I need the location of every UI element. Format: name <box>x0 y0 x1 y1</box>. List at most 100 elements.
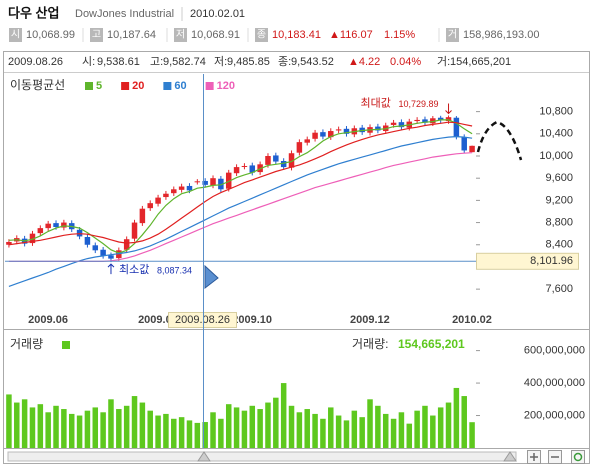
candle-body <box>131 222 138 239</box>
y-tick-label: 10,400 <box>539 128 573 140</box>
subtitle: DowJones Industrial <box>75 8 174 20</box>
volume-bar <box>21 399 28 448</box>
volume-bar <box>280 383 287 448</box>
volume-bar <box>265 402 271 448</box>
candle-body <box>147 203 153 209</box>
candle-body <box>218 178 224 190</box>
ma-line <box>8 121 473 246</box>
candle-body <box>53 223 59 228</box>
volume-bar <box>328 407 334 448</box>
info-label: 거: <box>437 55 450 68</box>
min-label: 최소값 <box>119 263 149 276</box>
volume-bar <box>92 407 99 448</box>
info-value: 154,665,201 <box>450 56 511 68</box>
volume-bar <box>131 396 138 448</box>
candle-body <box>453 117 460 137</box>
candle-body <box>6 241 12 245</box>
volume-bar <box>430 415 436 448</box>
candle-body <box>123 239 130 250</box>
volume-bar <box>225 404 232 448</box>
volume-bar <box>37 404 44 448</box>
candle-body <box>84 236 91 245</box>
volume-bar <box>241 410 248 448</box>
volume-bar <box>390 418 397 448</box>
candle-body <box>335 129 342 131</box>
y-tick-label: 400,000,000 <box>524 377 585 389</box>
volume-bar <box>437 407 444 448</box>
refresh-button[interactable] <box>571 450 585 464</box>
chart-frame <box>3 51 590 464</box>
info-label: 종: <box>278 56 291 68</box>
volume-bar <box>61 409 67 448</box>
candle-body <box>390 122 397 125</box>
quote-icon <box>90 28 103 42</box>
volume-bar <box>312 413 318 448</box>
x-tick-label: 2010.02 <box>452 314 492 326</box>
candle-body <box>398 122 405 128</box>
x-tick-label: 2009.08 <box>138 314 178 326</box>
y-tick-label: 7,600 <box>545 283 573 295</box>
x-tick-label: 2009.06 <box>28 314 68 326</box>
info-change: ▲4.22 <box>348 56 380 68</box>
title: 다우 산업 <box>8 5 59 20</box>
volume-bar <box>304 409 310 448</box>
volume-bar <box>45 412 51 448</box>
max-arrow <box>445 103 452 115</box>
candle-body <box>155 197 161 204</box>
y-tick-label: 8,800 <box>545 216 573 228</box>
volume-bar <box>123 405 130 448</box>
y-tick-label: 10,000 <box>539 150 573 162</box>
quote-change: ▲116.07 <box>329 29 373 41</box>
scroll-handle[interactable] <box>197 451 211 462</box>
info-label: 시: <box>82 56 95 68</box>
volume-bar <box>406 423 413 448</box>
candle-body <box>61 222 67 228</box>
crosshair-x-box <box>168 312 237 328</box>
info-value: 9,485.85 <box>227 56 270 68</box>
candle-body <box>343 128 350 134</box>
candle-body <box>163 193 169 198</box>
candle-body <box>178 186 185 190</box>
candle-body <box>296 142 303 153</box>
scroll-handle[interactable] <box>503 451 517 462</box>
volume-bar <box>163 413 169 448</box>
volume-bar <box>6 394 12 448</box>
legend-label: 20 <box>132 80 144 92</box>
quote-change-pct: 1.15% <box>384 29 415 41</box>
volume-bar <box>469 422 475 448</box>
quote-icon <box>9 28 22 42</box>
readout-label: 거래량: <box>352 337 388 351</box>
volume-bar <box>359 417 365 448</box>
volume-bar <box>29 407 36 448</box>
projection-curve <box>476 120 523 161</box>
candle-body <box>375 126 381 131</box>
min-arrow <box>107 263 115 275</box>
candle-body <box>92 245 99 251</box>
quote-value: 10,068.91 <box>191 29 240 41</box>
candle-body <box>312 132 318 139</box>
volume-bar <box>108 399 114 448</box>
y-tick-label: 8,400 <box>545 239 573 251</box>
quote-value: 158,986,193.00 <box>463 29 539 41</box>
candle-body <box>469 145 475 153</box>
candle-body <box>241 165 248 167</box>
legend-label: 거래량 <box>10 337 43 351</box>
x-tick-label: 2009.10 <box>232 314 272 326</box>
legend-swatch <box>205 82 214 90</box>
candle-body <box>233 167 240 174</box>
volume-bar <box>68 413 75 448</box>
volume-bar <box>233 407 240 448</box>
volume-bar <box>461 396 467 448</box>
candle-body <box>225 172 232 189</box>
volume-bar <box>100 412 106 448</box>
scroll-track[interactable] <box>7 451 517 462</box>
legend-swatch <box>121 82 130 90</box>
crosshair-x-label: 2009.08.26 <box>175 314 230 326</box>
ma-line <box>8 119 473 254</box>
volume-bar <box>147 410 153 448</box>
quote-value: 10,187.64 <box>107 29 156 41</box>
quote-value: 10,183.41 <box>272 29 321 41</box>
info-date: 2009.08.26 <box>8 56 63 68</box>
quote-label: 거 <box>448 29 457 41</box>
